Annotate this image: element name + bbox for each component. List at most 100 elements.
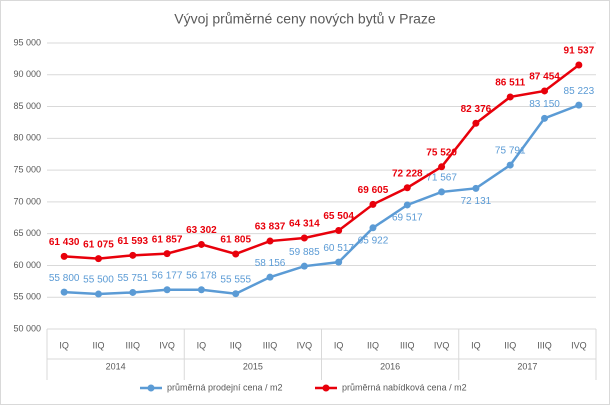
data-point bbox=[541, 87, 549, 95]
x-tick-label: IIQ bbox=[367, 340, 379, 350]
data-label: 63 302 bbox=[186, 225, 217, 236]
y-tick-label: 85 000 bbox=[13, 101, 41, 111]
data-label: 86 511 bbox=[495, 78, 525, 89]
data-point bbox=[266, 237, 274, 245]
legend-marker bbox=[322, 384, 330, 392]
data-label: 59 885 bbox=[289, 247, 320, 258]
y-tick-label: 65 000 bbox=[13, 228, 41, 238]
data-point bbox=[60, 252, 68, 260]
data-label: 72 228 bbox=[392, 168, 423, 179]
data-label: 61 805 bbox=[220, 235, 251, 246]
data-label: 69 605 bbox=[358, 185, 389, 196]
data-label: 85 223 bbox=[564, 86, 595, 97]
data-point bbox=[335, 226, 343, 234]
x-group-label: 2014 bbox=[106, 361, 126, 371]
data-point bbox=[129, 288, 137, 296]
x-tick-label: IQ bbox=[334, 340, 344, 350]
data-point bbox=[197, 240, 205, 248]
data-point bbox=[163, 250, 171, 258]
chart-title: Vývoj průměrné ceny nových bytů v Praze bbox=[174, 11, 436, 27]
data-point bbox=[369, 200, 377, 208]
data-point bbox=[60, 288, 68, 296]
data-label: 56 178 bbox=[186, 270, 217, 281]
data-label: 56 177 bbox=[152, 270, 183, 281]
data-point bbox=[506, 93, 514, 101]
y-tick-label: 90 000 bbox=[13, 69, 41, 79]
data-point bbox=[541, 114, 549, 122]
data-point bbox=[266, 273, 274, 281]
x-tick-label: IIQ bbox=[92, 340, 104, 350]
y-tick-label: 75 000 bbox=[13, 164, 41, 174]
data-point bbox=[197, 286, 205, 294]
data-label: 87 454 bbox=[529, 72, 560, 83]
data-label: 61 593 bbox=[117, 236, 148, 247]
y-tick-label: 55 000 bbox=[13, 292, 41, 302]
legend-marker bbox=[147, 384, 155, 392]
data-point bbox=[129, 251, 137, 259]
data-label: 75 791 bbox=[495, 146, 526, 157]
data-label: 72 131 bbox=[461, 196, 492, 207]
series-line bbox=[64, 64, 580, 260]
data-label: 91 537 bbox=[564, 46, 595, 57]
x-tick-label: IVQ bbox=[297, 340, 313, 350]
data-label: 65 504 bbox=[323, 211, 354, 222]
x-tick-label: IVQ bbox=[571, 340, 587, 350]
legend-label: průměrná nabídková cena / m2 bbox=[342, 382, 467, 392]
data-point bbox=[438, 163, 446, 171]
data-point bbox=[232, 250, 240, 258]
data-point bbox=[300, 234, 308, 242]
legend-label: průměrná prodejní cena / m2 bbox=[167, 382, 283, 392]
x-group-label: 2015 bbox=[243, 361, 263, 371]
x-tick-label: IIIQ bbox=[263, 340, 278, 350]
x-tick-label: IQ bbox=[471, 340, 481, 350]
data-point bbox=[506, 161, 514, 169]
x-tick-label: IIQ bbox=[504, 340, 516, 350]
data-point bbox=[403, 201, 411, 209]
data-point bbox=[300, 262, 308, 270]
series-line bbox=[64, 103, 580, 296]
data-point bbox=[335, 258, 343, 266]
data-point bbox=[438, 188, 446, 196]
x-tick-label: IIIQ bbox=[537, 340, 552, 350]
data-label: 65 922 bbox=[358, 235, 389, 246]
y-tick-label: 60 000 bbox=[13, 260, 41, 270]
data-label: 61 857 bbox=[152, 234, 183, 245]
x-tick-label: IQ bbox=[197, 340, 207, 350]
data-label: 61 430 bbox=[49, 237, 80, 248]
data-label: 55 751 bbox=[117, 273, 148, 284]
data-label: 61 075 bbox=[83, 239, 114, 250]
data-label: 55 555 bbox=[220, 274, 251, 285]
data-point bbox=[403, 184, 411, 192]
data-point bbox=[472, 119, 480, 127]
data-point bbox=[232, 290, 240, 298]
x-tick-label: IQ bbox=[59, 340, 69, 350]
data-label: 71 567 bbox=[426, 173, 457, 184]
x-tick-label: IIQ bbox=[230, 340, 242, 350]
data-label: 82 376 bbox=[461, 104, 492, 115]
data-point bbox=[575, 61, 583, 69]
data-point bbox=[472, 184, 480, 192]
data-label: 64 314 bbox=[289, 219, 320, 230]
data-label: 55 800 bbox=[49, 273, 80, 284]
x-group-label: 2016 bbox=[380, 361, 400, 371]
x-tick-label: IVQ bbox=[159, 340, 175, 350]
y-tick-label: 95 000 bbox=[13, 37, 41, 47]
data-label: 63 837 bbox=[255, 222, 286, 233]
data-point bbox=[94, 255, 102, 263]
data-label: 69 517 bbox=[392, 213, 423, 224]
x-group-label: 2017 bbox=[517, 361, 537, 371]
data-label: 58 156 bbox=[255, 258, 286, 269]
y-tick-label: 50 000 bbox=[13, 323, 41, 333]
data-point bbox=[575, 101, 583, 109]
y-tick-label: 80 000 bbox=[13, 133, 41, 143]
data-point bbox=[94, 290, 102, 298]
data-label: 75 520 bbox=[426, 147, 457, 158]
data-point bbox=[369, 224, 377, 232]
x-tick-label: IIIQ bbox=[126, 340, 141, 350]
x-tick-label: IIIQ bbox=[400, 340, 415, 350]
data-label: 55 500 bbox=[83, 275, 114, 286]
data-label: 83 150 bbox=[529, 99, 560, 110]
data-label: 60 517 bbox=[323, 243, 354, 254]
